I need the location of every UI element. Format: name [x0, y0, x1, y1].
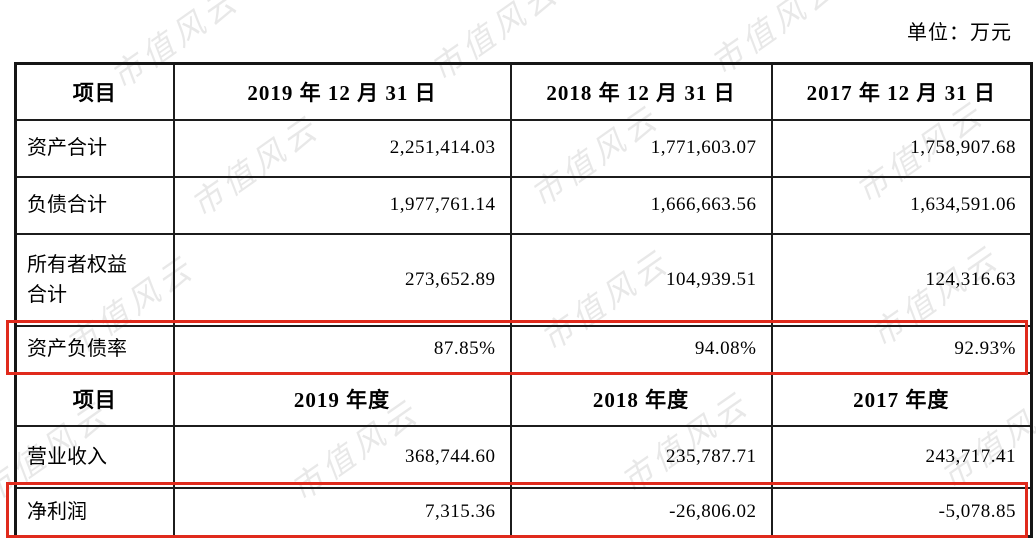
column-header-2017-year: 2017 年度	[770, 371, 1033, 427]
cell-value: 243,717.41	[770, 424, 1033, 489]
column-header-2019-year: 2019 年度	[172, 371, 512, 427]
cell-value: 1,771,603.07	[509, 118, 773, 178]
cell-value: 2,251,414.03	[172, 118, 512, 178]
table-row-operating-revenue: 营业收入 368,744.60 235,787.71 243,717.41	[14, 424, 1033, 489]
cell-value: -5,078.85	[770, 486, 1033, 538]
row-label: 净利润	[14, 486, 175, 538]
cell-value: 368,744.60	[172, 424, 512, 489]
column-header-2018-year: 2018 年度	[509, 371, 773, 427]
row-label: 所有者权益 合计	[14, 232, 175, 327]
cell-value: 124,316.63	[770, 232, 1033, 327]
row-label: 营业收入	[14, 424, 175, 489]
table-row-total-liabilities: 负债合计 1,977,761.14 1,666,663.56 1,634,591…	[14, 175, 1033, 235]
cell-value: -26,806.02	[509, 486, 773, 538]
column-header-item: 项目	[14, 62, 175, 121]
row-label: 负债合计	[14, 175, 175, 235]
unit-label: 单位：万元	[907, 22, 1012, 44]
row-label: 资产负债率	[14, 324, 175, 374]
cell-value: 87.85%	[172, 324, 512, 374]
cell-value: 1,666,663.56	[509, 175, 773, 235]
table-row-net-profit: 净利润 7,315.36 -26,806.02 -5,078.85	[14, 486, 1033, 538]
cell-value: 273,652.89	[172, 232, 512, 327]
financial-table: 项目 2019 年 12 月 31 日 2018 年 12 月 31 日 201…	[14, 62, 1033, 538]
cell-value: 7,315.36	[172, 486, 512, 538]
cell-value: 92.93%	[770, 324, 1033, 374]
column-header-2018-date: 2018 年 12 月 31 日	[509, 62, 773, 121]
table-row-total-assets: 资产合计 2,251,414.03 1,771,603.07 1,758,907…	[14, 118, 1033, 178]
table-row-debt-ratio: 资产负债率 87.85% 94.08% 92.93%	[14, 324, 1033, 374]
cell-value: 1,977,761.14	[172, 175, 512, 235]
column-header-2019-date: 2019 年 12 月 31 日	[172, 62, 512, 121]
column-header-item: 项目	[14, 371, 175, 427]
row-label: 资产合计	[14, 118, 175, 178]
income-header-row: 项目 2019 年度 2018 年度 2017 年度	[14, 371, 1033, 427]
cell-value: 94.08%	[509, 324, 773, 374]
cell-value: 104,939.51	[509, 232, 773, 327]
table-row-owners-equity: 所有者权益 合计 273,652.89 104,939.51 124,316.6…	[14, 232, 1033, 327]
balance-header-row: 项目 2019 年 12 月 31 日 2018 年 12 月 31 日 201…	[14, 62, 1033, 121]
cell-value: 1,634,591.06	[770, 175, 1033, 235]
cell-value: 235,787.71	[509, 424, 773, 489]
column-header-2017-date: 2017 年 12 月 31 日	[770, 62, 1033, 121]
cell-value: 1,758,907.68	[770, 118, 1033, 178]
